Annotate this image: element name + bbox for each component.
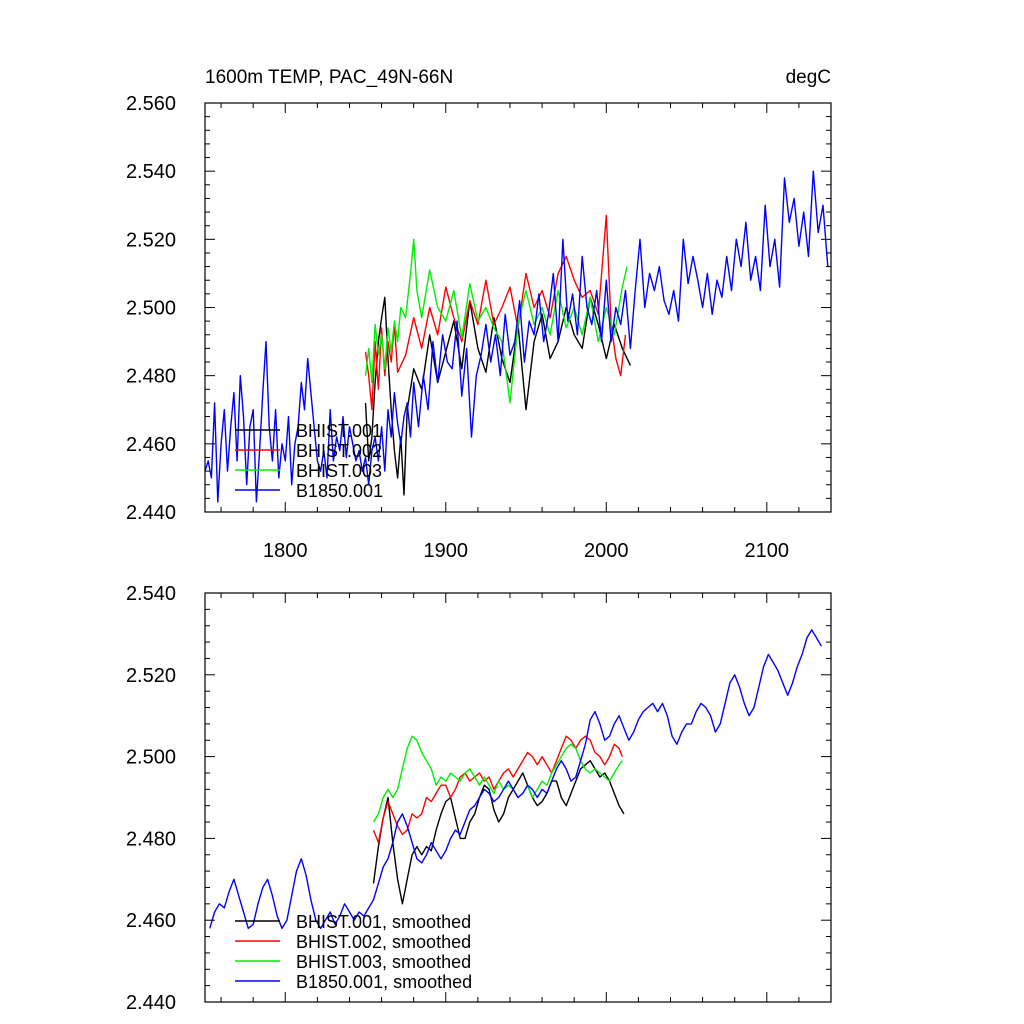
legend-label: BHIST.002: [296, 441, 382, 461]
legend-label: BHIST.001: [296, 421, 382, 441]
y-tick-label: 2.480: [126, 828, 176, 850]
y-tick-label: 2.540: [126, 161, 176, 183]
series-line-b1850-001-smoothed: [209, 629, 823, 930]
legend-label: B1850.001, smoothed: [296, 972, 472, 992]
series-line-bhist-003-smoothed: [372, 735, 623, 823]
y-tick-label: 2.500: [126, 298, 176, 320]
x-tick-label: 1900: [424, 540, 469, 562]
legend-label: BHIST.003: [296, 461, 382, 481]
series-line-bhist-002: [364, 214, 627, 411]
legend-label: BHIST.002, smoothed: [296, 932, 471, 952]
x-tick-label: 1800: [263, 540, 308, 562]
chart-title: 1600m TEMP, PAC_49N-66N: [205, 67, 453, 88]
plot-frame: [204, 592, 832, 1003]
y-tick-label: 2.500: [126, 747, 176, 769]
y-tick-label: 2.520: [126, 229, 176, 251]
y-tick-label: 2.460: [126, 910, 176, 932]
series-line-bhist-001-smoothed: [372, 760, 625, 905]
y-tick-label: 2.460: [126, 434, 176, 456]
series-line-b1850-001: [205, 170, 829, 503]
top-panel-temperature-chart: 1800 1900 2000 2100 2.440 2.460 2.480 2.500 2.52…: [126, 67, 832, 562]
legend-label: BHIST.003, smoothed: [296, 952, 471, 972]
series-line-bhist-002-smoothed: [372, 735, 623, 844]
legend-label: B1850.001: [296, 481, 383, 501]
units-label: degC: [786, 67, 831, 88]
y-tick-label: 2.480: [126, 366, 176, 388]
x-tick-label: 2100: [745, 540, 790, 562]
y-tick-label: 2.440: [126, 992, 176, 1014]
x-tick-label: 2000: [584, 540, 629, 562]
y-tick-label: 2.520: [126, 665, 176, 687]
y-tick-label: 2.440: [126, 502, 176, 524]
y-tick-label: 2.540: [126, 583, 176, 605]
series-group: [209, 629, 823, 930]
y-tick-label: 2.560: [126, 93, 176, 115]
legend-label: BHIST.001, smoothed: [296, 912, 471, 932]
series-line-bhist-001: [364, 296, 632, 496]
series-group: [205, 170, 829, 503]
bottom-panel-smoothed-chart: 2.440 2.460 2.480 2.500 2.520 2.540 BHIST.001,…: [126, 583, 832, 1014]
series-line-bhist-003: [364, 238, 628, 404]
